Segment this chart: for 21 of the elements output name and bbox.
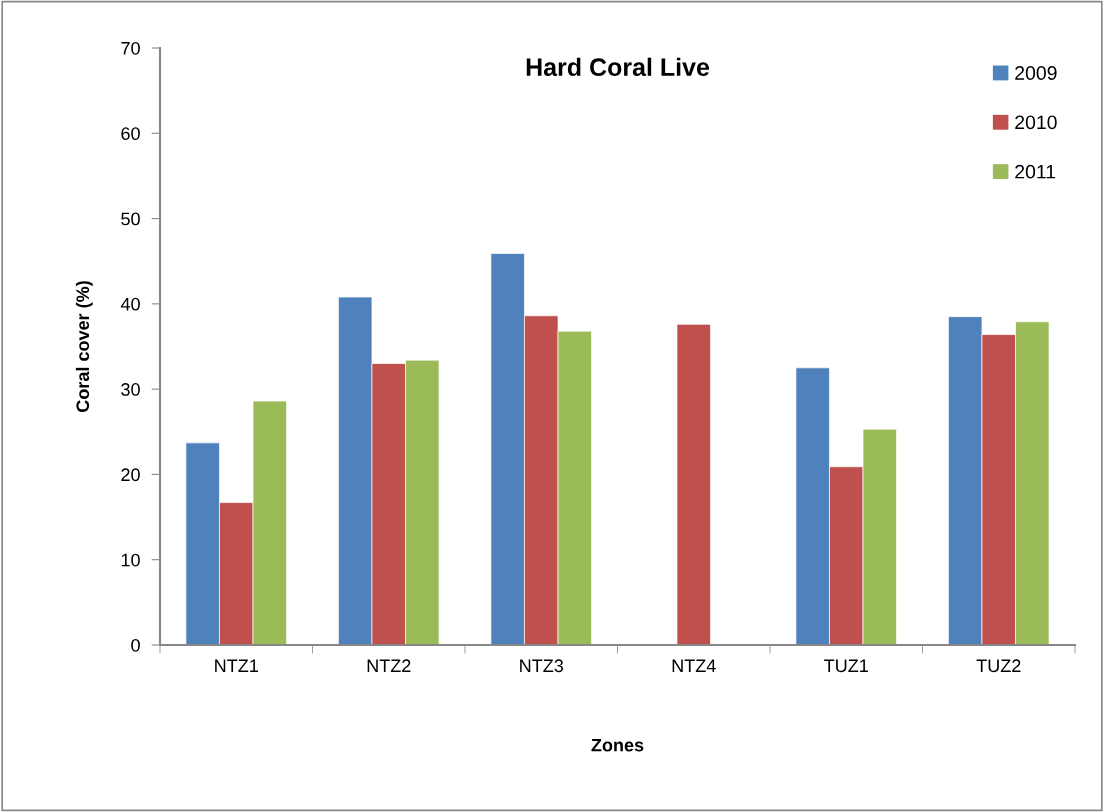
x-tick-label: NTZ2	[367, 659, 411, 672]
x-tick-label: TUZ2	[976, 659, 1021, 673]
y-tick-label: 20	[121, 468, 140, 482]
legend-label: 2009	[1015, 66, 1057, 80]
y-tick-label: 60	[121, 127, 140, 141]
y-tick-label: 30	[121, 383, 140, 396]
bar	[676, 323, 711, 645]
x-tick-label: NTZ3	[520, 659, 564, 673]
x-axis-title: Zones	[591, 738, 644, 752]
legend-label: 2011	[1015, 164, 1056, 179]
y-axis-title: Coral cover (%)	[75, 281, 93, 412]
legend-label: 2010	[1015, 115, 1057, 130]
x-tick-label: NTZ1	[215, 659, 258, 672]
y-tick-label: 40	[120, 297, 140, 311]
y-tick-label: 10	[121, 553, 140, 567]
x-tick-label: TUZ1	[824, 659, 868, 673]
y-tick-label: 70	[121, 41, 140, 55]
chart-title: Hard Coral Live	[526, 57, 710, 77]
y-tick-label: 50	[121, 212, 140, 226]
y-tick-label: 0	[131, 638, 140, 652]
x-tick-label: NTZ4	[672, 659, 716, 672]
